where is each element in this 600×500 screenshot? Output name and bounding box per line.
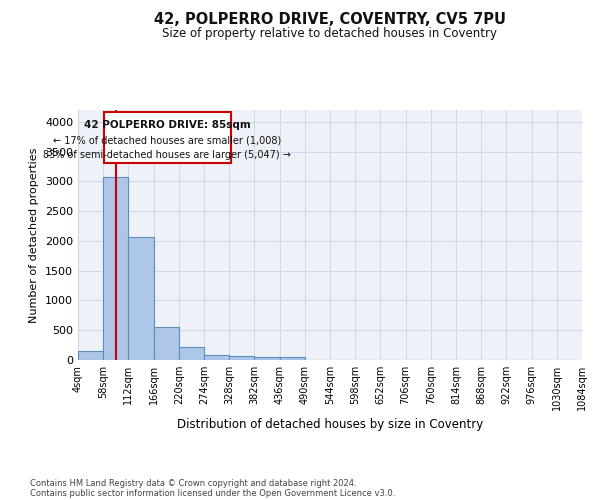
Text: Size of property relative to detached houses in Coventry: Size of property relative to detached ho… <box>163 28 497 40</box>
Text: 42 POLPERRO DRIVE: 85sqm: 42 POLPERRO DRIVE: 85sqm <box>84 120 251 130</box>
Text: Contains HM Land Registry data © Crown copyright and database right 2024.: Contains HM Land Registry data © Crown c… <box>30 478 356 488</box>
Y-axis label: Number of detached properties: Number of detached properties <box>29 148 40 322</box>
Bar <box>229 356 254 360</box>
Bar <box>179 347 204 360</box>
Bar <box>78 351 103 360</box>
Text: 42, POLPERRO DRIVE, COVENTRY, CV5 7PU: 42, POLPERRO DRIVE, COVENTRY, CV5 7PU <box>154 12 506 28</box>
Bar <box>154 326 179 360</box>
Bar <box>280 357 305 360</box>
Bar <box>128 238 154 360</box>
Text: Contains public sector information licensed under the Open Government Licence v3: Contains public sector information licen… <box>30 488 395 498</box>
Bar <box>103 178 128 360</box>
Bar <box>204 355 229 360</box>
Bar <box>104 112 230 163</box>
X-axis label: Distribution of detached houses by size in Coventry: Distribution of detached houses by size … <box>177 418 483 432</box>
Text: 83% of semi-detached houses are larger (5,047) →: 83% of semi-detached houses are larger (… <box>43 150 291 160</box>
Bar <box>254 357 280 360</box>
Text: ← 17% of detached houses are smaller (1,008): ← 17% of detached houses are smaller (1,… <box>53 135 281 145</box>
